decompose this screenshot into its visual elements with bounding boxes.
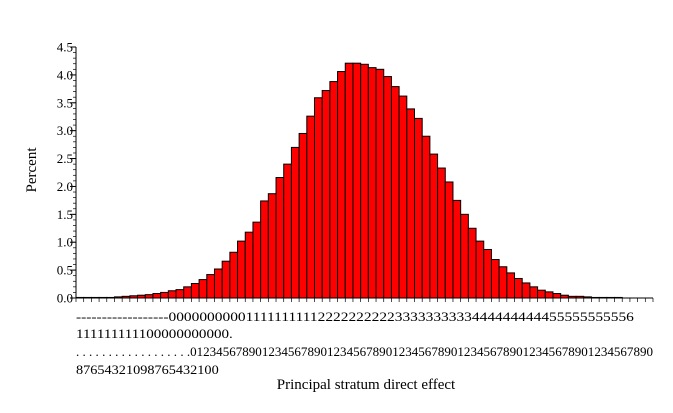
histogram-bar [506,272,516,299]
y-tick-label: 3.0 [57,123,73,138]
histogram-bar [152,293,162,299]
histogram-bar [244,231,254,299]
x-tick-label-row: 87654321098765432100 [76,362,219,377]
histogram-bar [329,81,339,299]
histogram-bar [498,266,508,299]
histogram-bar [421,135,431,299]
histogram-bar [360,63,369,299]
histogram-bar [190,283,200,299]
y-tick-label: 4.0 [57,67,73,82]
histogram-bar [521,282,531,299]
histogram-bar [144,294,154,299]
histogram-bar [398,95,408,299]
histogram-bar [198,279,208,299]
x-tick-label-row: 111111111100000000000. [76,326,233,341]
histogram-bar [183,286,192,299]
histogram-bar [460,213,469,299]
histogram-bar [237,240,246,299]
histogram-bar [275,177,285,299]
y-tick-label: 2.5 [57,151,73,166]
y-tick-label: 4.5 [57,40,73,55]
x-tick-label-row: . . . . . . . . . . . . . . . . . .01234… [76,344,653,359]
histogram-bar [252,221,262,299]
histogram-bar [283,163,292,299]
histogram-bar [221,260,231,299]
histogram-bar [344,62,354,299]
histogram-bar [414,117,423,299]
histogram-bar [537,289,546,299]
y-tick-label: 1.5 [57,207,73,222]
y-axis: 0.0 0.5 1.0 1.5 2.0 2.5 3.0 3.5 4.0 4.5 [57,40,77,306]
histogram-bar [444,181,454,299]
histogram-bar [390,86,400,299]
y-tick-label: 2.0 [57,179,73,194]
histogram-bar [544,291,554,299]
histogram-bar [175,289,185,299]
histogram-bar [367,67,377,299]
y-tick-label: 3.5 [57,95,73,110]
histogram-bar [313,97,323,299]
x-axis: ------------------0000000000111111111122… [75,297,654,377]
histogram-bar [514,277,523,299]
histogram-bar [383,76,392,299]
histogram-bar [229,251,239,299]
bars-group [75,62,623,299]
y-axis-label: Percent [24,147,40,193]
histogram-bar [206,274,215,299]
histogram-bar [352,62,362,299]
histogram-bar [167,290,177,299]
y-tick-label: 0.5 [57,263,73,278]
x-axis-label: Principal stratum direct effect [277,377,456,393]
histogram-bar [298,132,308,299]
histogram-bar [267,193,277,299]
histogram-bar [260,200,269,299]
histogram-bar [490,259,500,299]
histogram-bar [213,268,223,299]
y-tick-label: 0.0 [57,291,73,306]
x-tick-label-row: ------------------0000000000111111111122… [76,309,634,324]
histogram-bar [321,90,331,299]
histogram-bar [290,146,300,299]
y-tick-label: 1.0 [57,235,73,250]
histogram-bar [475,240,485,299]
histogram-bar [437,167,446,299]
histogram-bar [483,248,492,299]
histogram-bar [452,199,462,299]
histogram-bar [429,153,439,299]
histogram-bar [375,68,385,299]
histogram-bar [406,108,415,299]
histogram-bar [529,286,539,299]
histogram-bar [552,293,562,299]
histogram-bar [160,291,169,299]
histogram-bar [337,71,346,299]
histogram-bar [306,115,315,299]
histogram-bar [467,227,477,299]
